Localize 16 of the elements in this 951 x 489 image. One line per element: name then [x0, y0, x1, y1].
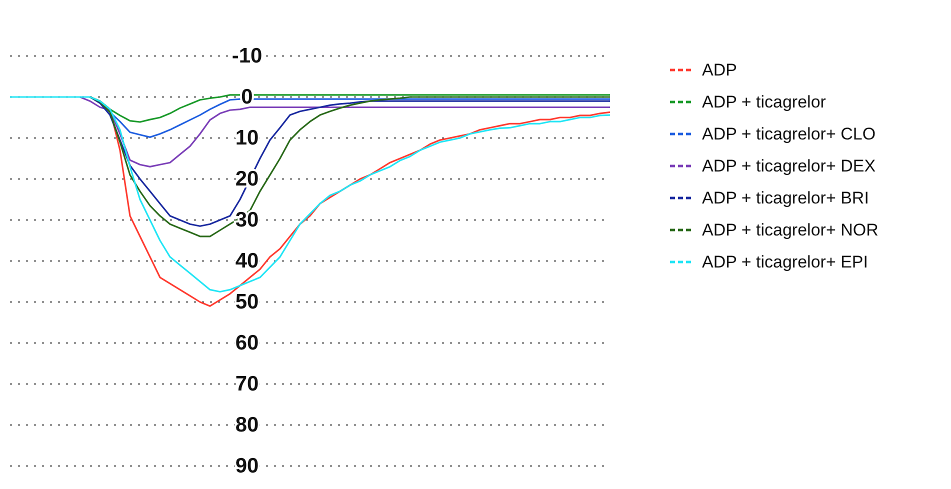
legend-label: ADP + ticagrelor: [702, 92, 826, 112]
y-tick-label: 70: [235, 372, 259, 396]
y-tick-label: 30: [235, 208, 259, 232]
y-tick-label: 10: [235, 126, 259, 150]
y-tick-label: 40: [235, 250, 259, 272]
legend-label: ADP + ticagrelor+ CLO: [702, 124, 876, 144]
y-tick-label: 50: [235, 290, 259, 314]
legend-label: ADP + ticagrelor+ EPI: [702, 252, 868, 272]
legend-label: ADP + ticagrelor+ NOR: [702, 220, 878, 240]
legend-label: ADP: [702, 60, 737, 80]
legend-label: ADP + ticagrelor+ DEX: [702, 156, 876, 176]
y-tick-label: 80: [235, 414, 259, 436]
y-tick-label: 60: [235, 332, 259, 354]
legend-label: ADP + ticagrelor+ BRI: [702, 188, 869, 208]
y-tick-label: -10: [232, 44, 262, 68]
y-tick-label: 90: [235, 454, 259, 478]
